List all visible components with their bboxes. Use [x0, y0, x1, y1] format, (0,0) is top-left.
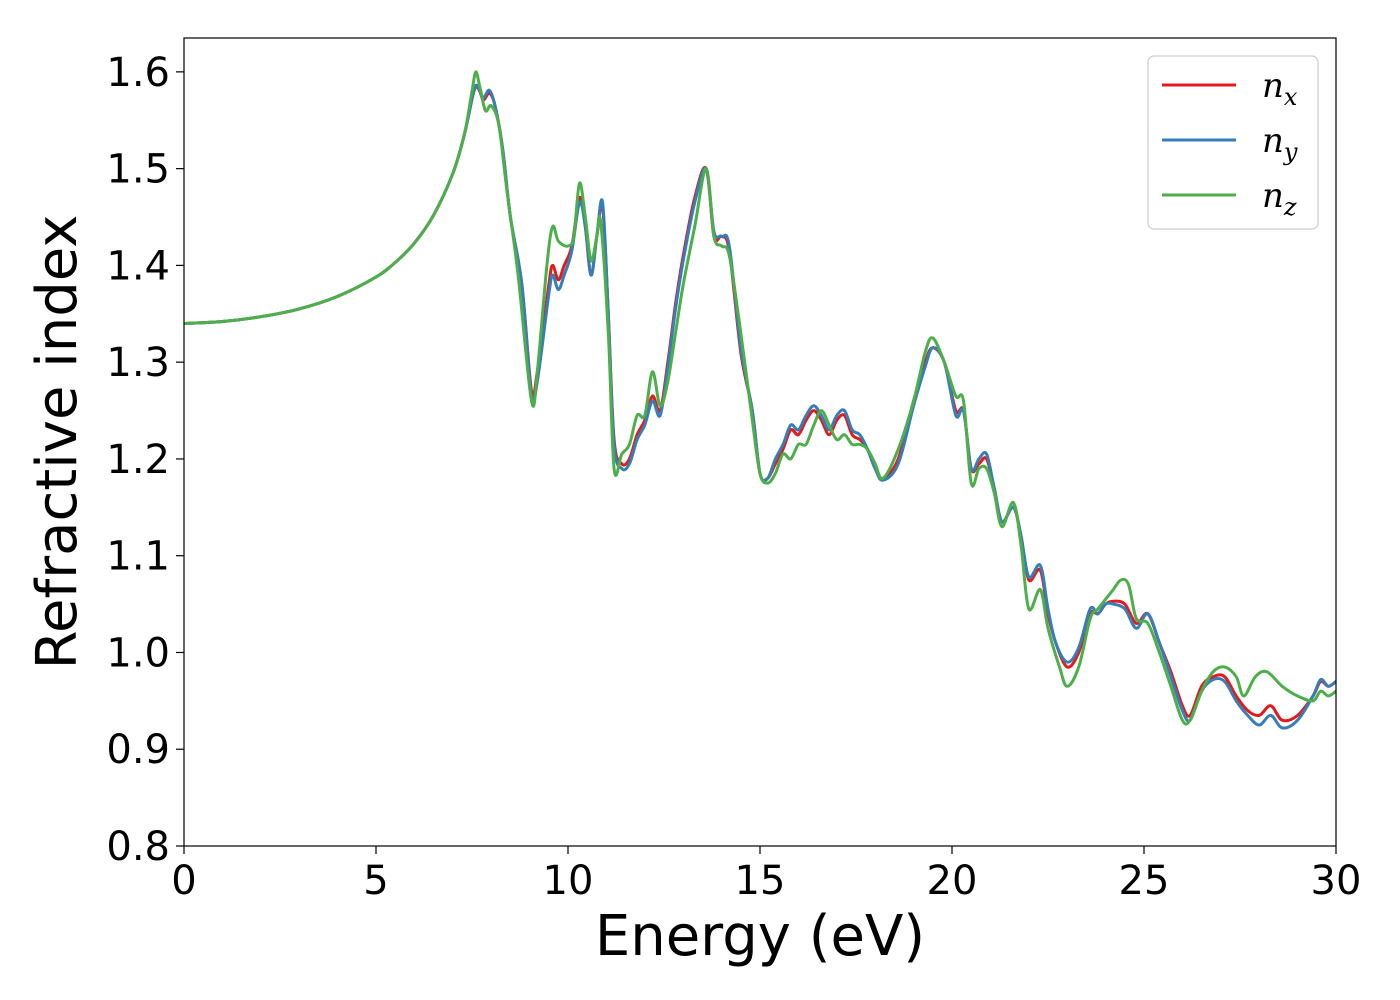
x-axis-label: Energy (eV): [595, 904, 925, 969]
legend-label-base: n: [1262, 66, 1284, 106]
legend-label-subscript: z: [1283, 193, 1297, 221]
y-tick-label: 1.6: [106, 50, 170, 96]
legend-label-base: n: [1262, 176, 1284, 216]
x-tick-label: 0: [171, 858, 196, 904]
y-tick-label: 1.3: [106, 340, 170, 386]
legend-label-subscript: y: [1283, 138, 1298, 166]
series-line-n-z: [184, 70, 1336, 726]
y-tick-label: 1.2: [106, 437, 170, 483]
x-tick-label: 30: [1311, 858, 1362, 904]
x-axis: 0 5 10 15 20 25 30: [171, 846, 1361, 904]
y-axis: 0.8 0.9 1.0 1.1 1.2 1.3 1.4 1.5 1.6: [106, 50, 184, 870]
y-tick-label: 0.8: [106, 824, 170, 870]
legend-label-x: nx: [1262, 66, 1298, 111]
x-tick-label: 25: [1119, 858, 1170, 904]
x-tick-label: 5: [363, 858, 388, 904]
legend-label-z: nz: [1262, 176, 1297, 221]
y-tick-label: 1.0: [106, 630, 170, 676]
legend-label-subscript: x: [1284, 83, 1298, 111]
x-tick-label: 10: [543, 858, 594, 904]
y-axis-label: Refractive index: [25, 215, 90, 670]
y-tick-label: 1.5: [106, 147, 170, 193]
legend-label-y: ny: [1262, 121, 1298, 166]
x-tick-label: 20: [927, 858, 978, 904]
y-tick-label: 0.9: [106, 727, 170, 773]
series-layer: [184, 70, 1336, 730]
legend-box: [1147, 55, 1319, 230]
x-tick-label: 15: [735, 858, 786, 904]
legend-label-base: n: [1262, 121, 1284, 161]
y-tick-label: 1.4: [106, 243, 170, 289]
y-tick-label: 1.1: [106, 534, 170, 580]
